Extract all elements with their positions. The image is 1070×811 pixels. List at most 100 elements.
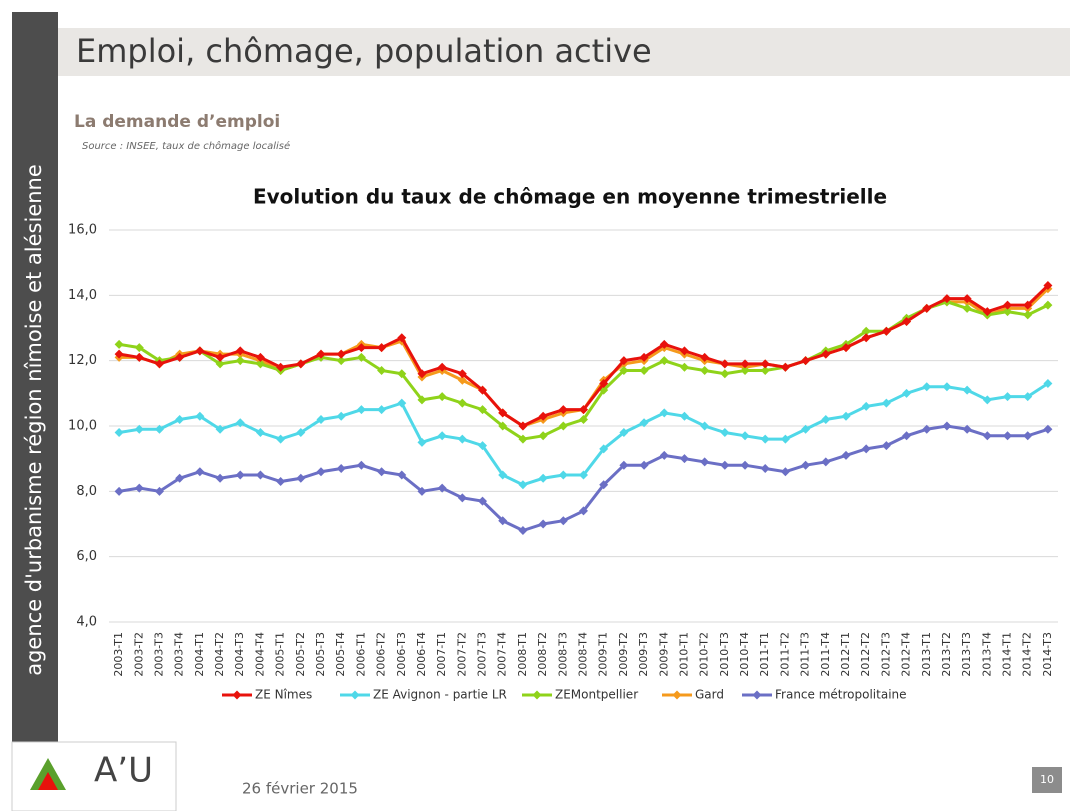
data-point [276,434,286,444]
data-point [740,359,750,369]
data-point [1003,392,1013,402]
data-point [962,294,972,304]
data-point [599,480,609,490]
data-point [760,434,770,444]
data-point [841,450,851,460]
data-point [902,316,912,326]
plot: 4,0 6,0 8,0 10,0 12,0 14,0 16,0 2003-T1 2003-T2 2… [68,223,1058,702]
data-point [720,460,730,470]
data-point [558,516,568,526]
x-tick-label: 2006-T2 [375,632,388,677]
x-tick-label: 2014-T3 [1041,632,1054,677]
data-point [821,414,831,424]
data-point [175,473,185,483]
data-point [235,418,245,428]
page-number-box [1032,767,1062,793]
data-point [296,359,306,369]
data-point [316,467,326,477]
data-point [922,424,932,434]
data-point [659,450,669,460]
data-point [417,437,427,447]
legend-marker [752,690,762,700]
data-point [397,398,407,408]
data-point [276,362,286,372]
data-point [377,467,387,477]
x-tick-label: 2004-T2 [213,632,226,677]
data-point [962,424,972,434]
x-tick-label: 2005-T2 [294,632,307,677]
data-point [1023,310,1033,320]
data-point [356,352,366,362]
footer-date: 26 février 2015 [242,780,358,798]
source: Source : INSEE, taux de chômage localisé [82,140,290,152]
y-tick-label: 8,0 [76,484,97,499]
data-point [316,414,326,424]
data-point [861,333,871,343]
x-tick-label: 2006-T4 [415,632,428,677]
data-point [356,405,366,415]
x-tick-label: 2004-T3 [233,632,246,677]
logo-text: A’U [94,751,153,791]
x-tick-label: 2005-T1 [274,632,287,677]
data-point [982,431,992,441]
data-point [942,294,952,304]
data-point [538,431,548,441]
data-point [639,460,649,470]
data-point [821,457,831,467]
x-tick-label: 2012-T1 [839,632,852,677]
data-point [619,460,629,470]
data-point [296,428,306,438]
x-tick-label: 2011-T1 [758,632,771,677]
data-point [599,379,609,389]
data-point [861,326,871,336]
data-point [760,463,770,473]
data-point [740,431,750,441]
data-point [457,398,467,408]
data-point [215,359,225,369]
x-tick-label: 2014-T1 [1001,632,1014,677]
x-tick-label: 2007-T3 [476,632,489,677]
data-point [700,352,710,362]
data-point [659,408,669,418]
data-point [902,388,912,398]
data-point [538,411,548,421]
legend-marker [672,690,682,700]
data-point [478,405,488,415]
data-point [417,395,427,405]
data-point [558,470,568,480]
data-point [599,444,609,454]
data-point [659,356,669,366]
data-point [154,359,164,369]
data-point [760,359,770,369]
data-point [619,428,629,438]
x-tick-label: 2010-T3 [718,632,731,677]
data-point [538,473,548,483]
data-point [619,365,629,375]
data-point [215,473,225,483]
x-tick-label: 2003-T4 [173,632,186,677]
data-point [114,339,124,349]
x-tick-label: 2003-T2 [132,632,145,677]
x-tick-label: 2009-T3 [637,632,650,677]
x-tick-label: 2010-T2 [698,632,711,677]
data-point [538,519,548,529]
data-point [1023,392,1033,402]
data-point [1003,307,1013,317]
data-point [679,346,689,356]
data-point [902,431,912,441]
data-point [255,359,265,369]
data-point [478,441,488,451]
x-tick-label: 2012-T2 [859,632,872,677]
data-point [881,326,891,336]
x-tick-label: 2003-T3 [152,632,165,677]
data-point [195,467,205,477]
data-point [841,343,851,353]
data-point [740,460,750,470]
data-point [639,365,649,375]
data-point [841,411,851,421]
data-point [558,405,568,415]
legend-marker [350,690,360,700]
x-tick-label: 2013-T2 [940,632,953,677]
data-point [881,441,891,451]
